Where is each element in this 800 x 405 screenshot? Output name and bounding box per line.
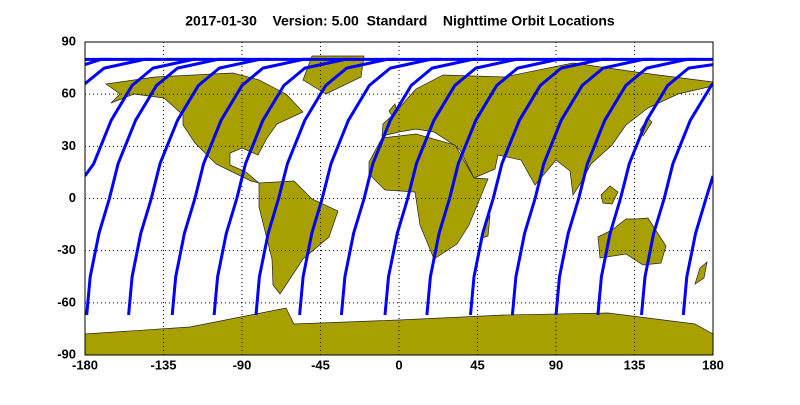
- eurasia: [381, 62, 713, 197]
- chart-title: 2017-01-30 Version: 5.00 Standard Nightt…: [185, 13, 615, 29]
- south-america: [258, 180, 339, 295]
- orbit-track: [339, 57, 525, 316]
- y-tick-label: 0: [69, 190, 76, 205]
- orbit-track: [254, 57, 440, 316]
- y-tick-label: -60: [57, 294, 76, 309]
- plot-frame: [84, 41, 714, 356]
- orbit-track: [85, 57, 713, 316]
- orbit-track: [469, 57, 654, 316]
- tick-labels: -180 -135 -90 -45 0 45 90 135 180 -90 -60 -30 0 30 60 9…: [57, 33, 724, 372]
- orbit-track: [510, 57, 696, 316]
- x-tick-label: -45: [311, 357, 330, 372]
- x-tick-label: 0: [395, 357, 402, 372]
- north-america: [105, 72, 304, 184]
- orbit-track: [298, 57, 483, 316]
- x-tick-label: 90: [549, 357, 563, 372]
- x-tick-label: -90: [233, 357, 252, 372]
- x-tick-label: 180: [702, 357, 724, 372]
- orbit-tracks: [85, 57, 713, 316]
- y-tick-label: 90: [62, 33, 76, 48]
- orbit-track: [212, 57, 398, 316]
- x-tick-label: -180: [72, 357, 98, 372]
- orbit-track: [383, 57, 569, 316]
- orbit-track: [85, 57, 270, 316]
- y-tick-label: -30: [57, 242, 76, 257]
- x-tick-label: 135: [624, 357, 646, 372]
- orbit-track: [127, 57, 312, 316]
- antarctica: [85, 307, 713, 355]
- y-tick-label: 30: [62, 138, 76, 153]
- y-tick-label: -90: [57, 346, 76, 361]
- borneo: [600, 185, 619, 205]
- orbit-track: [170, 57, 356, 316]
- orbit-track: [425, 57, 611, 316]
- x-tick-label: -135: [150, 357, 176, 372]
- y-tick-label: 60: [62, 86, 76, 101]
- new-zealand: [694, 261, 708, 285]
- orbit-track: [85, 57, 713, 316]
- x-tick-label: 45: [470, 357, 484, 372]
- land-masses: [85, 55, 713, 355]
- orbit-track: [85, 57, 713, 316]
